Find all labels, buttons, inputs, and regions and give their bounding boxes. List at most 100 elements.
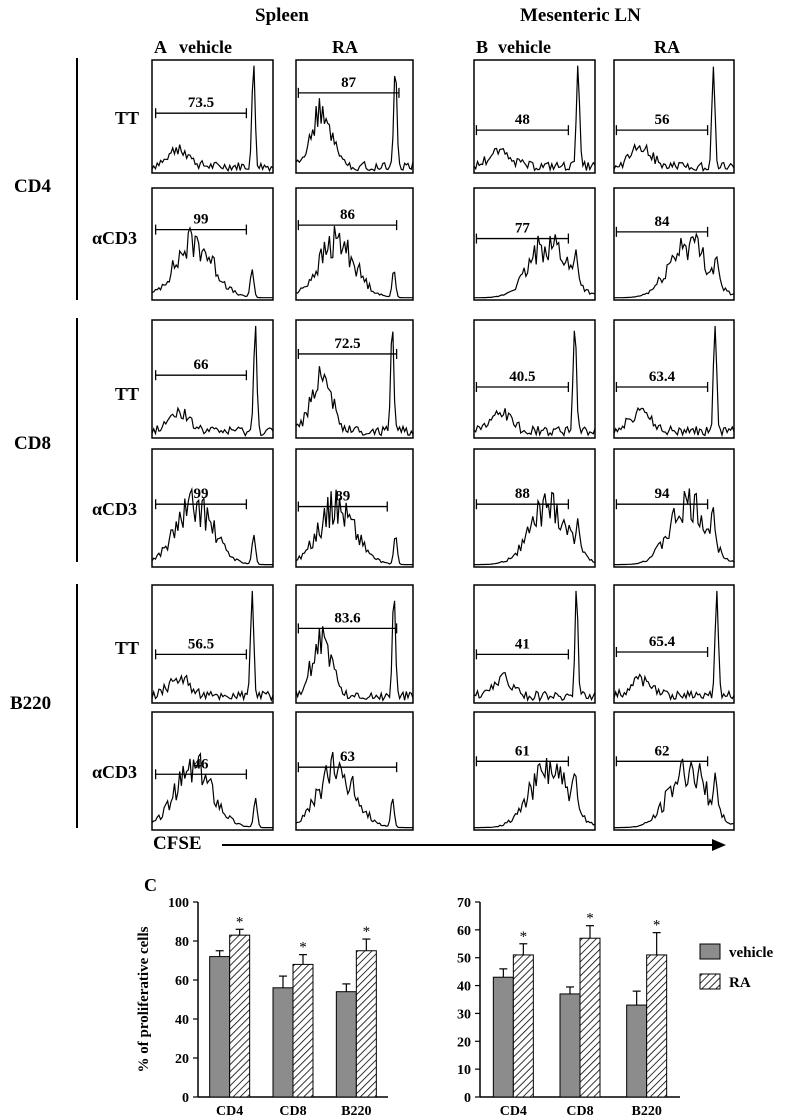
histogram-curve — [295, 489, 413, 566]
gate-percentage-label: 61 — [515, 743, 530, 759]
histogram-curve — [151, 751, 273, 829]
legend-label-vehicle: vehicle — [729, 945, 773, 961]
cd4-bracket — [76, 58, 78, 300]
col-ra-mln: RA — [654, 37, 680, 57]
legend: vehicle RA — [699, 943, 773, 991]
category-label-b220: B220 — [631, 1104, 661, 1116]
histogram-panel-5-1: 63 — [295, 711, 414, 831]
histogram-frame — [295, 448, 414, 568]
histogram-panel-4-0: 56.5 — [151, 584, 274, 704]
category-label-cd4: CD4 — [500, 1104, 527, 1116]
histogram-curve — [151, 226, 274, 299]
histogram-curve — [613, 590, 735, 702]
bar-vehicle-cd8 — [272, 987, 294, 1098]
row-label-b220-acd3: αCD3 — [92, 762, 138, 782]
histogram-panel-0-0: 73.5 — [151, 59, 274, 174]
category-label-cd8: CD8 — [566, 1104, 593, 1116]
y-tick-label: 0 — [182, 1091, 189, 1106]
histogram-curve — [295, 75, 414, 172]
histogram-panel-2-1: 72.5 — [295, 319, 414, 439]
gate-percentage-label: 63.4 — [649, 369, 676, 385]
histogram-panel-3-1: 89 — [295, 448, 414, 568]
y-tick-label: 40 — [175, 1013, 189, 1028]
histogram-curve — [473, 330, 596, 437]
bar-ra-cd4 — [512, 954, 534, 1098]
panel-b-label: B — [476, 37, 489, 57]
histogram-curve — [474, 758, 596, 829]
group-label-b220: B220 — [10, 693, 52, 714]
histogram-curve — [613, 66, 735, 173]
histogram-panel-5-3: 62 — [613, 711, 735, 831]
y-tick-label: 80 — [175, 935, 189, 950]
gate-percentage-label: 63 — [340, 749, 355, 765]
significance-star: * — [586, 911, 594, 927]
category-label-cd8: CD8 — [279, 1104, 306, 1116]
histogram-panel-2-0: 66 — [151, 319, 274, 439]
row-label-cd8-tt: TT — [115, 384, 140, 404]
bar-vehicle-cd4 — [492, 976, 514, 1098]
row-label-cd8-acd3: αCD3 — [92, 499, 138, 519]
y-tick-label: 10 — [457, 1063, 471, 1078]
gate-percentage-label: 99 — [194, 212, 209, 228]
gate-percentage-label: 48 — [515, 112, 530, 128]
histogram-panel-5-2: 61 — [473, 711, 596, 831]
histogram-curve — [613, 325, 735, 438]
gate-percentage-label: 83.6 — [334, 610, 361, 626]
legend-label-ra: RA — [729, 975, 751, 991]
histogram-panel-1-2: 77 — [473, 187, 596, 301]
y-tick-label: 20 — [457, 1035, 471, 1050]
b220-bracket — [76, 584, 78, 828]
histogram-curve — [474, 491, 595, 566]
bar-vehicle-b220 — [335, 991, 357, 1098]
row-label-cd4-tt: TT — [115, 108, 140, 128]
gate-percentage-label: 73.5 — [188, 95, 214, 111]
col-vehicle-spleen: vehicle — [179, 37, 232, 57]
spleen-header: Spleen — [255, 5, 309, 26]
category-label-b220: B220 — [341, 1104, 371, 1116]
panel-a-label: A — [154, 37, 167, 57]
gate-percentage-label: 87 — [341, 75, 357, 91]
histogram-frame — [473, 59, 596, 174]
y-tick-label: 100 — [168, 896, 189, 911]
histogram-frame — [151, 187, 274, 301]
histogram-curve — [151, 487, 273, 566]
histogram-curve — [151, 325, 274, 438]
histogram-panel-4-1: 83.6 — [295, 584, 414, 704]
bar-ra-cd4 — [229, 934, 251, 1098]
histogram-panel-0-3: 56 — [613, 59, 735, 174]
gate-percentage-label: 88 — [515, 486, 530, 502]
y-tick-label: 60 — [457, 924, 471, 939]
y-tick-label: 70 — [457, 896, 471, 911]
y-tick-label: 60 — [175, 974, 189, 989]
gate-percentage-label: 46 — [194, 756, 210, 772]
histogram-curve — [151, 65, 274, 173]
histogram-curve — [151, 590, 274, 702]
gate-percentage-label: 84 — [655, 214, 671, 230]
histogram-curve — [295, 331, 414, 437]
gate-percentage-label: 56 — [655, 112, 671, 128]
histogram-curve — [474, 234, 596, 299]
histogram-panel-0-1: 87 — [295, 59, 414, 174]
histogram-panel-1-0: 99 — [151, 187, 274, 301]
histogram-curve — [473, 590, 596, 703]
histogram-panel-4-3: 65.4 — [613, 584, 735, 704]
histogram-curve — [473, 65, 596, 173]
mesenteric-ln-header: Mesenteric LN — [520, 5, 641, 26]
col-ra-spleen: RA — [332, 37, 358, 57]
group-label-cd4: CD4 — [14, 176, 51, 197]
col-vehicle-mln: vehicle — [498, 37, 551, 57]
row-label-cd4-acd3: αCD3 — [92, 228, 138, 248]
histogram-frame — [613, 711, 735, 831]
cd8-bracket — [76, 318, 78, 562]
legend-swatch-vehicle — [699, 943, 721, 960]
histogram-frame — [473, 448, 596, 568]
significance-star: * — [299, 940, 307, 956]
gate-percentage-label: 66 — [194, 357, 210, 373]
histogram-frame — [151, 711, 274, 831]
histogram-frame — [613, 187, 735, 301]
gate-percentage-label: 94 — [655, 486, 671, 502]
bar-vehicle-cd8 — [559, 993, 581, 1098]
gate-percentage-label: 77 — [515, 221, 531, 237]
panel-c-label: C — [144, 875, 157, 895]
y-tick-label: 50 — [457, 952, 471, 967]
